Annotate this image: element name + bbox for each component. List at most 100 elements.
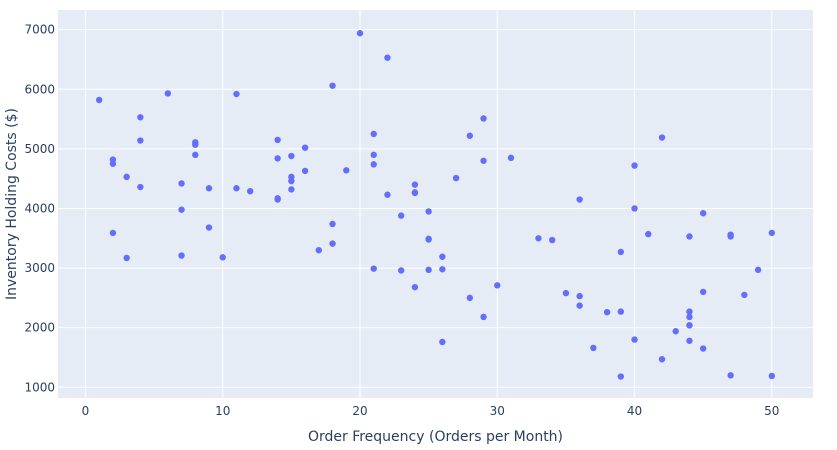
y-tick-label: 2000 [24,321,55,335]
data-point [645,230,652,238]
data-point [439,266,446,273]
data-point [617,373,625,380]
data-point [137,114,144,121]
data-point [686,322,693,329]
data-point [768,372,776,380]
data-point [686,313,693,321]
data-point [109,160,117,167]
data-point [384,54,391,61]
y-tick-label: 4000 [24,201,55,215]
data-point [658,134,666,141]
data-point [274,136,281,144]
data-point [576,292,583,300]
data-point [480,115,487,122]
data-point [576,196,583,203]
data-point [576,302,583,309]
data-point [370,265,377,272]
data-point [109,229,117,237]
data-point [329,240,336,247]
data-point [329,82,336,89]
data-point [137,183,144,191]
y-tick-label: 7000 [24,23,55,37]
data-point [425,208,432,215]
data-point [370,130,377,138]
data-point [192,151,199,159]
data-point [288,186,295,193]
data-point [343,167,350,174]
data-point [246,187,254,195]
data-point [686,337,693,344]
data-point [370,161,377,168]
data-point [466,294,474,302]
data-point [699,210,707,217]
data-point [699,288,707,296]
data-point [631,336,638,343]
data-point [288,177,295,185]
data-point [356,30,364,37]
data-point [631,162,638,169]
data-point [686,308,693,315]
data-point [480,157,487,164]
x-tick-label: 10 [215,404,230,418]
data-point [617,248,625,256]
plot-area [58,10,813,398]
y-axis-ticks: 1000 2000 3000 4000 5000 6000 7000 [24,23,55,395]
data-point [727,372,734,379]
data-point [480,313,487,321]
data-point [411,189,419,197]
data-point [466,132,474,139]
y-tick-label: 6000 [24,82,55,96]
data-point [205,185,213,192]
grid-lines [58,10,813,398]
data-point [123,254,130,262]
data-point [631,205,638,212]
y-axis-title: Inventory Holding Costs ($) [4,108,20,300]
data-point [562,289,570,297]
data-point [233,185,240,192]
data-point [397,267,405,274]
data-point [686,233,693,240]
data-point [95,96,103,104]
x-tick-label: 40 [627,404,642,418]
data-point [590,344,597,352]
data-point [192,141,199,148]
data-point [123,173,130,181]
data-point [178,206,185,213]
data-point [439,253,446,260]
data-point [397,212,405,219]
data-point [178,252,185,259]
data-point [274,155,281,162]
data-point [274,196,281,203]
y-tick-label: 5000 [24,142,55,156]
x-axis-ticks: 0 10 20 30 40 50 [82,404,780,418]
data-point [452,174,460,182]
data-point [425,236,432,243]
data-point [411,283,419,291]
data-point [741,291,748,299]
data-point [233,90,240,98]
data-point [439,338,446,346]
x-axis-title: Order Frequency (Orders per Month) [308,429,563,445]
data-point [219,254,226,261]
data-point [672,328,679,335]
data-point [494,282,501,289]
data-point [329,220,336,228]
data-point [384,191,391,198]
data-point [370,151,377,159]
data-point [727,233,734,240]
data-point [548,236,556,244]
data-point [301,167,309,175]
data-point [535,235,542,242]
data-points [95,30,776,380]
data-point [425,266,432,274]
x-tick-label: 20 [352,404,367,418]
data-point [205,224,213,231]
y-tick-label: 3000 [24,261,55,275]
x-tick-label: 30 [490,404,505,418]
data-point [507,154,515,162]
data-point [754,266,762,274]
x-tick-label: 0 [82,404,90,418]
data-point [288,152,295,160]
data-point [315,246,323,254]
